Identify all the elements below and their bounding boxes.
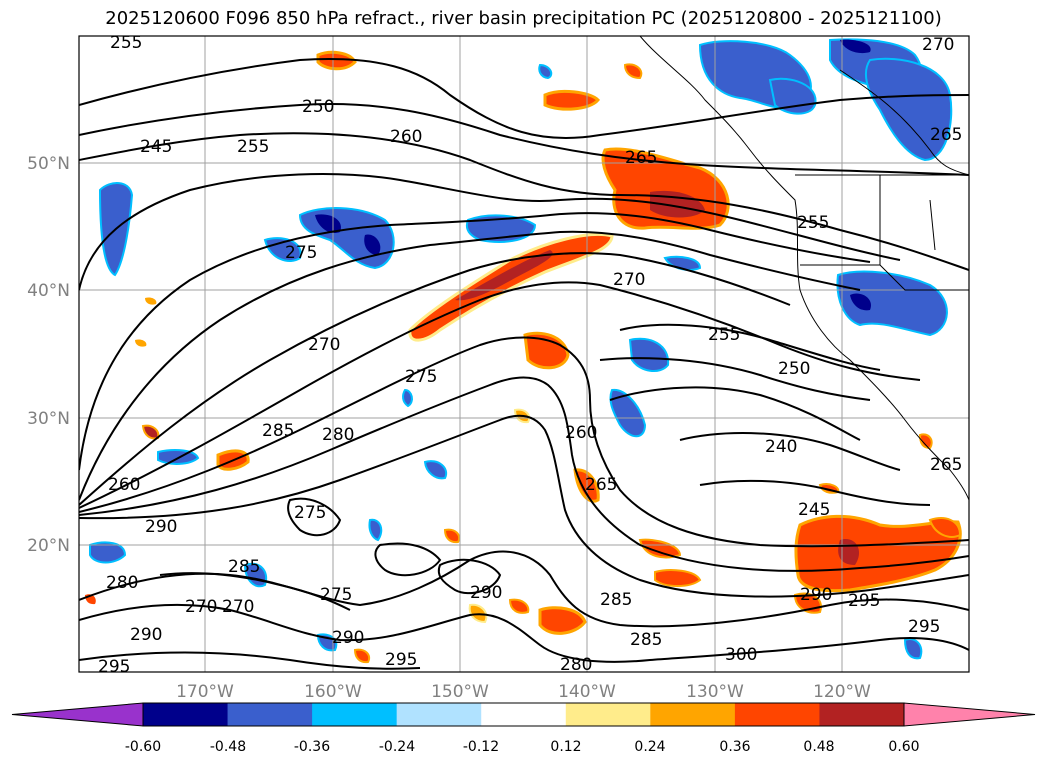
contour-label: 275 [285, 243, 317, 263]
contour-label: 255 [110, 33, 142, 53]
colorbar-extend-max [903, 702, 1036, 727]
contour-label: 290 [470, 583, 502, 603]
coastlines [639, 36, 969, 501]
contour-label: 265 [625, 148, 657, 168]
colorbar-segment [396, 703, 482, 726]
colorbar-tick-label: -0.48 [210, 739, 246, 755]
lon-label-150w: 150°W [431, 682, 489, 702]
contour-label: 295 [908, 617, 940, 637]
lon-label-130w: 130°W [686, 682, 744, 702]
contour-label: 250 [302, 97, 334, 117]
contour-label: 265 [930, 455, 962, 475]
contour-label: 285 [630, 630, 662, 650]
contour-label: 275 [405, 367, 437, 387]
contour-label: 295 [848, 591, 880, 611]
colorbar-segment [650, 703, 736, 726]
contour-label: 290 [332, 628, 364, 648]
colorbar-tick-label: -0.36 [294, 739, 330, 755]
contour-label: 270 [185, 597, 217, 617]
lat-label-40n: 40°N [27, 281, 70, 301]
colorbar-segment [312, 703, 398, 726]
colorbar: -0.60 -0.48 -0.36 -0.24 -0.12 0.12 0.24 … [11, 702, 1036, 755]
map-frame [78, 35, 970, 673]
contour-label: 285 [228, 557, 260, 577]
contour-label: 255 [708, 325, 740, 345]
colorbar-segment [565, 703, 651, 726]
colorbar-tick-label: -0.24 [379, 739, 415, 755]
contour-label: 260 [108, 475, 140, 495]
contour-label: 275 [320, 585, 352, 605]
latitude-labels: 50°N 40°N 30°N 20°N [27, 154, 70, 556]
contour-label: 270 [613, 270, 645, 290]
contour-label: 270 [222, 597, 254, 617]
contour-label: 265 [585, 475, 617, 495]
contour-label: 280 [322, 425, 354, 445]
lat-label-50n: 50°N [27, 154, 70, 174]
contour-label: 265 [930, 125, 962, 145]
contour-label: 285 [600, 590, 632, 610]
lon-label-160w: 160°W [304, 682, 362, 702]
colorbar-tick-label: 0.60 [888, 739, 919, 755]
contour-label: 260 [565, 423, 597, 443]
contour-label: 285 [262, 421, 294, 441]
contour-label: 280 [106, 573, 138, 593]
contour-label: 245 [140, 137, 172, 157]
contour-label: 280 [560, 655, 592, 675]
longitude-labels: 170°W 160°W 150°W 140°W 130°W 120°W [176, 682, 871, 702]
contour-label: 250 [778, 359, 810, 379]
colorbar-segment [819, 703, 905, 726]
refractivity-contours [79, 58, 969, 670]
contour-label: 290 [145, 517, 177, 537]
lat-label-20n: 20°N [27, 536, 70, 556]
contour-label: 245 [798, 500, 830, 520]
lon-label-120w: 120°W [813, 682, 871, 702]
contour-label: 275 [294, 503, 326, 523]
colorbar-tick-label: 0.36 [719, 739, 750, 755]
contour-labels: 255 250 245 255 260 265 270 265 255 270 … [98, 33, 962, 677]
contour-label: 300 [725, 645, 757, 665]
map-title: 2025120600 F096 850 hPa refract., river … [105, 8, 942, 29]
colorbar-segment [734, 703, 820, 726]
lat-label-30n: 30°N [27, 409, 70, 429]
colorbar-tick-labels: -0.60 -0.48 -0.36 -0.24 -0.12 0.12 0.24 … [125, 739, 920, 755]
colorbar-segments [11, 702, 1036, 727]
colorbar-tick-label: 0.24 [634, 739, 665, 755]
colorbar-tick-label: 0.48 [803, 739, 834, 755]
colorbar-tick-label: -0.60 [125, 739, 161, 755]
colorbar-tick-label: -0.12 [463, 739, 499, 755]
colorbar-tick-label: 0.12 [550, 739, 581, 755]
contour-label: 295 [98, 657, 130, 677]
contour-label: 255 [237, 137, 269, 157]
colorbar-segment [227, 703, 313, 726]
colorbar-extend-min [11, 702, 144, 727]
contour-label: 295 [385, 650, 417, 670]
contour-label: 270 [922, 35, 954, 55]
contour-label: 255 [797, 213, 829, 233]
colorbar-outline [142, 702, 905, 727]
contour-label: 290 [130, 625, 162, 645]
contour-label: 290 [800, 585, 832, 605]
colorbar-segment [481, 703, 567, 726]
contour-label: 240 [765, 437, 797, 457]
contour-label: 260 [390, 127, 422, 147]
lon-label-140w: 140°W [558, 682, 616, 702]
lon-label-170w: 170°W [176, 682, 234, 702]
colorbar-segment [143, 703, 229, 726]
contour-label: 270 [308, 335, 340, 355]
